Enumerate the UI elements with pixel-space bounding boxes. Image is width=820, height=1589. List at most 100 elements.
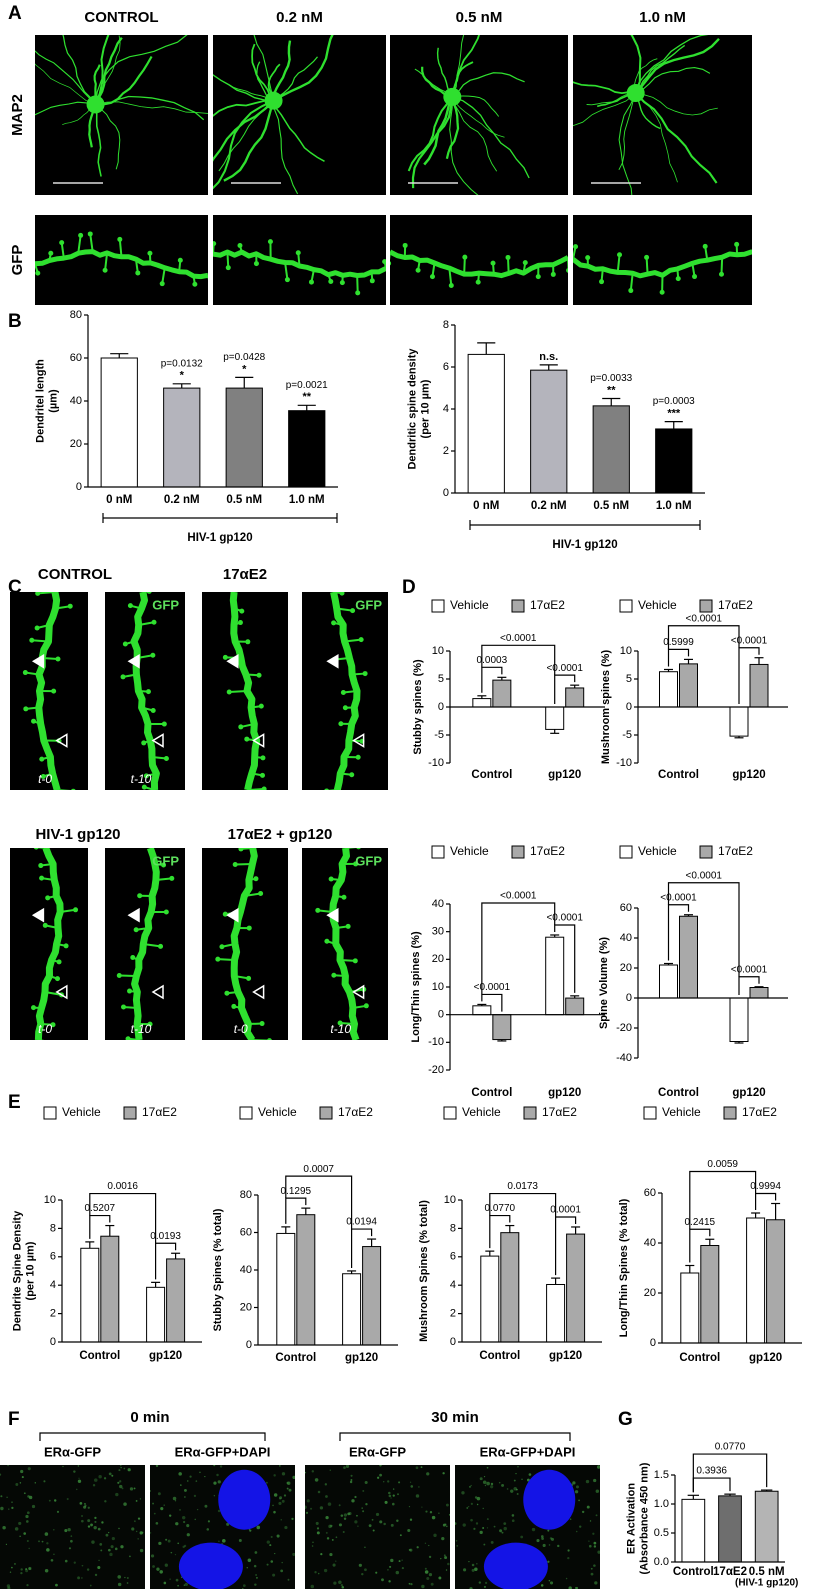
er-speck <box>7 1586 11 1589</box>
neurite <box>213 99 275 190</box>
er-speck <box>278 1465 281 1467</box>
spine-head <box>117 236 123 242</box>
er-speck <box>484 1581 488 1585</box>
er-speck <box>399 1534 402 1537</box>
p-value: 0.0173 <box>507 1181 538 1192</box>
channel-label: ERα-GFP <box>349 1444 406 1459</box>
spine-head <box>31 718 37 724</box>
er-speck <box>478 1581 482 1584</box>
condition-label: 17αE2 <box>223 566 267 583</box>
spine-head <box>224 990 230 996</box>
bar <box>80 1247 100 1343</box>
er-speck <box>470 1484 472 1487</box>
er-speck <box>310 1507 313 1510</box>
spine-head <box>644 254 650 260</box>
er-speck <box>73 1470 76 1473</box>
er-speck <box>204 1475 206 1478</box>
spine-head <box>122 641 128 647</box>
spine <box>567 257 568 271</box>
er-speck <box>81 1515 83 1517</box>
spine-head <box>225 265 231 271</box>
er-speck <box>409 1518 413 1521</box>
y-tick-label: 6 <box>50 1251 56 1263</box>
er-speck <box>425 1510 428 1513</box>
er-speck <box>28 1547 30 1550</box>
er-speck <box>217 1509 221 1513</box>
er-speck <box>273 1510 276 1514</box>
er-speck <box>44 1532 49 1536</box>
x-tick-label: Control <box>275 1352 316 1364</box>
er-speck <box>311 1470 315 1473</box>
er-speck <box>388 1491 391 1495</box>
er-speck <box>468 1561 470 1563</box>
bar <box>166 1258 186 1343</box>
er-speck <box>511 1514 515 1517</box>
spine <box>356 275 359 293</box>
p-value: 0.0001 <box>550 1205 581 1216</box>
er-speck <box>420 1466 423 1469</box>
spine <box>217 958 235 961</box>
er-speck <box>397 1493 399 1496</box>
er-speck <box>390 1497 392 1499</box>
soma <box>626 84 645 103</box>
x-tick-label: gp120 <box>548 769 581 781</box>
significance: n.s. <box>539 351 558 363</box>
legend-swatch <box>523 1106 537 1120</box>
er-speck <box>501 1531 504 1534</box>
x-tick-label: 0.5 nM <box>593 500 629 512</box>
bar <box>362 1246 382 1346</box>
spine-head <box>617 252 623 258</box>
er-speck <box>548 1579 551 1582</box>
bar <box>225 387 263 488</box>
spine-head <box>369 278 375 284</box>
bar <box>467 353 505 494</box>
er-speck <box>68 1547 72 1550</box>
condition-label: 17αE2 + gp120 <box>228 826 333 843</box>
spine <box>463 257 466 275</box>
spine-head <box>237 620 243 626</box>
er-speck <box>483 1543 486 1546</box>
y-tick-label: 60 <box>644 1187 656 1199</box>
er-speck <box>118 1527 120 1530</box>
er-speck <box>292 1475 295 1480</box>
y-axis-label: Mushroom Spines (% total) <box>418 1200 430 1342</box>
er-speck <box>75 1488 78 1491</box>
er-speck <box>150 1554 155 1558</box>
spine-head <box>337 1020 343 1026</box>
er-speck <box>120 1545 124 1549</box>
spine-head <box>56 959 62 965</box>
spine <box>351 1039 357 1040</box>
bar <box>659 964 678 999</box>
x-tick-label: Control <box>479 1350 520 1362</box>
spine-head <box>244 736 250 742</box>
y-tick-label: 0 <box>650 1337 656 1349</box>
spine-head <box>490 260 496 266</box>
y-axis-label: (per 10 µm) <box>419 379 431 438</box>
spine-head <box>341 894 347 900</box>
spine-head <box>161 862 167 868</box>
significance: *** <box>667 408 681 420</box>
channel-label: GFP <box>152 853 179 868</box>
er-speck <box>581 1510 585 1514</box>
er-speck <box>574 1490 579 1494</box>
channel-label: ERα-GFP+DAPI <box>175 1444 271 1459</box>
nucleus <box>178 1542 243 1589</box>
comparison-bracket <box>351 1228 373 1268</box>
p-value: 0.0770 <box>485 1203 516 1214</box>
er-speck <box>270 1535 273 1538</box>
nucleus <box>523 1469 576 1530</box>
spine-head <box>50 1022 56 1028</box>
neurite <box>634 37 720 94</box>
spine-head <box>253 261 259 267</box>
er-speck <box>167 1539 171 1543</box>
er-speck <box>341 1586 345 1589</box>
er-speck <box>312 1541 314 1543</box>
spine-head <box>121 1004 127 1010</box>
er-speck <box>338 1523 342 1527</box>
er-speck <box>284 1525 288 1530</box>
comparison-bracket <box>667 648 690 667</box>
er-speck <box>265 1481 268 1484</box>
er-speck <box>11 1566 13 1569</box>
neurite <box>94 37 123 105</box>
legend-label: Vehicle <box>462 1105 501 1119</box>
